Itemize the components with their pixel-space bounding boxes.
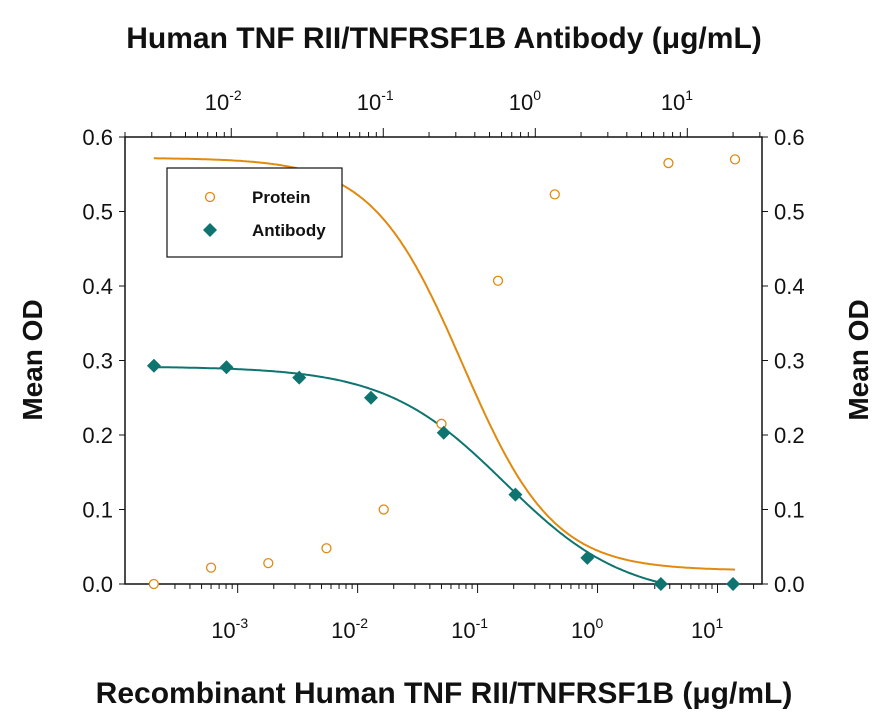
legend: Protein Antibody [166,167,343,258]
y-right-tick-label: 0.6 [774,125,805,150]
x-top-tick-label: 10 [357,90,381,115]
antibody-point [580,550,595,565]
y-right-tick-label: 0.4 [774,274,805,299]
antibody-point [436,425,451,440]
x-top-tick-exponent: -1 [381,87,394,103]
y-right-tick-label: 0.0 [774,572,805,597]
chart-title: Human TNF RII/TNFRSF1B Antibody (μg/mL) [126,22,762,55]
x-top-tick-label: 10 [509,90,533,115]
x-axis-label: Recombinant Human TNF RII/TNFRSF1B (μg/m… [96,677,793,710]
x-bottom-tick-exponent: 0 [596,615,604,631]
protein-point [263,557,274,569]
y-left-tick-label: 0.6 [82,125,113,150]
legend-protein-label: Protein [252,188,311,207]
x-bottom-tick-label: 10 [211,618,235,643]
protein-point [205,562,217,573]
legend-antibody-label: Antibody [252,221,326,240]
x-bottom-tick-label: 10 [691,618,715,643]
x-top-tick-exponent: 1 [685,87,693,103]
y-right-tick-label: 0.3 [774,349,805,374]
x-top-tick-label: 10 [661,90,685,115]
y-right-tick-label: 0.2 [774,423,805,448]
y-right-tick-label: 0.1 [774,498,805,523]
protein-point [729,154,741,165]
y-axis-label-right: Mean OD [843,299,874,420]
antibody-point [726,577,741,591]
y-left-tick-label: 0.4 [82,274,113,299]
y-left-tick-label: 0.3 [82,349,113,374]
x-bottom-tick-exponent: 1 [715,615,723,631]
antibody-point [508,487,523,502]
antibody-point [653,577,668,591]
x-bottom-tick-exponent: -1 [476,615,489,631]
y-left-tick-label: 0.5 [82,200,113,225]
legend-protein-marker [204,191,216,203]
x-bottom-tick-exponent: -3 [236,615,249,631]
antibody-point [363,390,378,405]
protein-point [378,504,389,515]
protein-point [492,275,504,286]
x-bottom-tick-label: 10 [331,618,355,643]
y-axis-label-left: Mean OD [17,299,48,420]
protein-point [663,157,674,169]
legend-antibody-marker [203,223,217,237]
antibody-point [146,358,161,373]
x-bottom-tick-label: 10 [571,618,595,643]
protein-point [321,543,332,554]
y-left-tick-label: 0.0 [82,572,113,597]
x-top-tick-label: 10 [205,90,229,115]
y-right-tick-label: 0.5 [774,200,805,225]
protein-fit-curve [153,157,736,571]
y-left-tick-label: 0.1 [82,498,113,523]
y-left-tick-label: 0.2 [82,423,113,448]
legend-box [166,167,343,258]
x-bottom-tick-label: 10 [451,618,475,643]
x-top-tick-exponent: 0 [533,87,541,103]
x-bottom-tick-exponent: -2 [356,615,369,631]
protein-point [549,189,560,200]
antibody-fit-curve [153,366,666,585]
x-top-tick-exponent: -2 [229,87,242,103]
antibody-point [219,360,234,375]
protein-point [148,578,159,590]
antibody-point [292,370,307,385]
